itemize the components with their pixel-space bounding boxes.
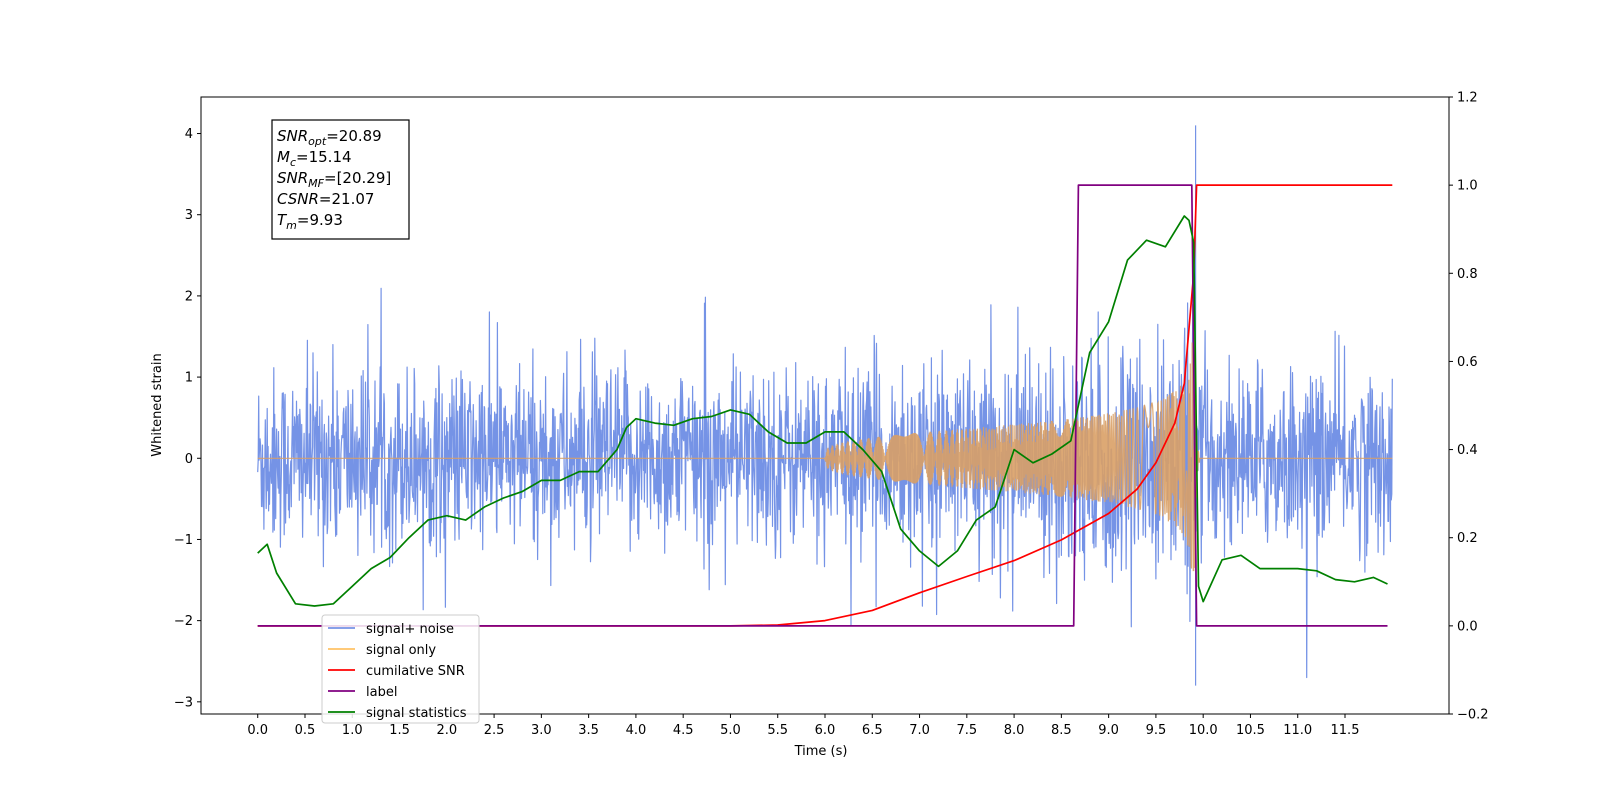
y2-tick-label: 0.6 [1457, 355, 1478, 370]
legend-label: signal statistics [366, 706, 467, 721]
y-tick-label: 1 [185, 371, 193, 386]
y2-tick-label: 1.2 [1457, 91, 1478, 106]
x-tick-label: 8.0 [1004, 723, 1025, 738]
y2-tick-label: 0.2 [1457, 531, 1478, 546]
legend-label: signal+ noise [366, 622, 454, 637]
legend-frame [321, 614, 480, 724]
x-tick-label: 1.0 [342, 723, 363, 738]
x-tick-label: 11.0 [1283, 723, 1312, 738]
x-tick-label: 6.0 [815, 723, 836, 738]
y2-tick-label: 0.8 [1457, 267, 1478, 282]
y-tick-label: 4 [185, 127, 193, 142]
y-axis-label: Whitened strain [150, 353, 165, 456]
legend-label: label [366, 685, 397, 700]
x-tick-label: 5.0 [720, 723, 741, 738]
annotation-line: SNRopt=20.89 [277, 127, 382, 148]
y-tick-label: −3 [174, 695, 193, 710]
y2-tick-label: −0.2 [1457, 708, 1489, 723]
series-label [257, 184, 1388, 627]
legend-label: signal only [366, 643, 436, 658]
series-signal-only [257, 342, 1393, 572]
x-tick-label: 4.5 [673, 723, 694, 738]
x-tick-label: 2.0 [436, 723, 457, 738]
y-tick-label: −1 [174, 533, 193, 548]
x-tick-label: 10.0 [1189, 723, 1218, 738]
x-tick-label: 10.5 [1236, 723, 1265, 738]
y-tick-label: 2 [185, 289, 193, 304]
y-tick-label: −2 [174, 614, 193, 629]
annotation-line: Mc=15.14 [277, 148, 352, 169]
x-tick-label: 3.0 [531, 723, 552, 738]
x-tick-label: 3.5 [578, 723, 599, 738]
x-tick-label: 0.0 [247, 723, 268, 738]
y-tick-label: 3 [185, 208, 193, 223]
annotation-line: SNRMF=[20.29] [277, 169, 391, 190]
annotation-frame [271, 119, 410, 240]
y2-tick-label: 0.0 [1457, 619, 1478, 634]
x-tick-label: 11.5 [1331, 723, 1360, 738]
y2-tick-label: 0.4 [1457, 443, 1478, 458]
legend-label: cumilative SNR [366, 664, 465, 679]
x-tick-label: 6.5 [862, 723, 883, 738]
x-tick-label: 8.5 [1051, 723, 1072, 738]
annotation-box: SNRopt=20.89Mc=15.14SNRMF=[20.29]CSNR=21… [271, 119, 410, 240]
annotation-line: CSNR=21.07 [277, 190, 374, 208]
x-tick-label: 2.5 [484, 723, 505, 738]
annotation-line: Tm=9.93 [277, 211, 343, 232]
legend: signal+ noise signal only cumilative SNR la… [321, 614, 480, 724]
x-axis-label: Time (s) [794, 744, 848, 759]
x-tick-label: 1.5 [389, 723, 410, 738]
x-tick-label: 7.5 [956, 723, 977, 738]
x-tick-label: 5.5 [767, 723, 788, 738]
x-tick-label: 9.0 [1098, 723, 1119, 738]
series-signal-statistics [257, 215, 1388, 607]
x-tick-label: 4.0 [626, 723, 647, 738]
x-tick-label: 7.0 [909, 723, 930, 738]
y-tick-label: 0 [185, 452, 193, 467]
y2-tick-label: 1.0 [1457, 179, 1478, 194]
x-tick-label: 9.5 [1146, 723, 1167, 738]
x-tick-label: 0.5 [295, 723, 316, 738]
